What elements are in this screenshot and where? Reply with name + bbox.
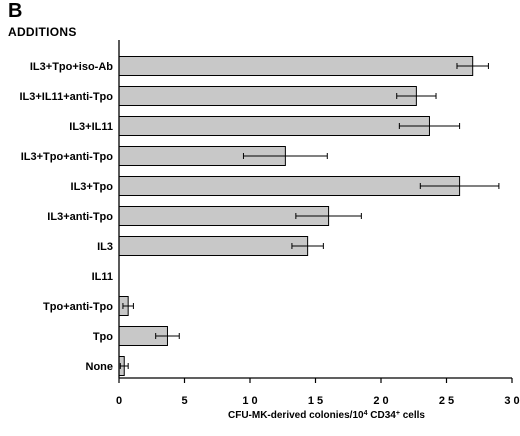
x-tick-label: 1 5 bbox=[308, 395, 323, 407]
category-label: Tpo bbox=[93, 331, 113, 343]
bar bbox=[118, 116, 430, 136]
x-tick-label: 1 0 bbox=[242, 395, 257, 407]
bar bbox=[118, 86, 417, 106]
bar bbox=[118, 56, 474, 76]
x-axis-label: CFU-MK-derived colonies/104 CD34+ cells bbox=[228, 410, 425, 422]
x-tick-label: 3 0 bbox=[504, 395, 519, 407]
x-tick-label: 0 bbox=[116, 395, 122, 407]
category-label: IL11 bbox=[92, 271, 113, 283]
x-tick-label: 5 bbox=[181, 395, 187, 407]
category-label: IL3+IL11 bbox=[69, 121, 113, 133]
x-tick-label: 2 5 bbox=[439, 395, 454, 407]
category-label: IL3 bbox=[97, 241, 113, 253]
bar bbox=[118, 176, 461, 196]
additions-heading: ADDITIONS bbox=[8, 25, 77, 39]
category-label: IL3+Tpo+anti-Tpo bbox=[21, 151, 114, 163]
category-label: IL3+Tpo+iso-Ab bbox=[30, 61, 113, 73]
x-tick-label: 2 0 bbox=[373, 395, 388, 407]
panel-letter: B bbox=[8, 0, 23, 22]
category-label: IL3+anti-Tpo bbox=[47, 211, 113, 223]
category-label: None bbox=[86, 361, 114, 373]
category-label: IL3+IL11+anti-Tpo bbox=[19, 91, 113, 103]
category-label: IL3+Tpo bbox=[71, 181, 114, 193]
category-label: Tpo+anti-Tpo bbox=[43, 301, 113, 313]
bar bbox=[118, 236, 309, 256]
